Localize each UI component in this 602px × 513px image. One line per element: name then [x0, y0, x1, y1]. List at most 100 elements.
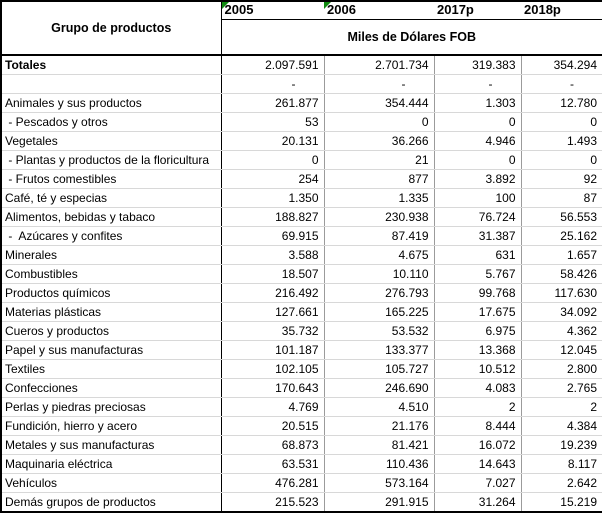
- value-cell[interactable]: 877: [323, 169, 434, 189]
- value-cell[interactable]: 56.553: [520, 207, 602, 227]
- row-label-cell[interactable]: Combustibles: [1, 264, 222, 284]
- value-cell[interactable]: 4.362: [520, 321, 602, 341]
- value-cell[interactable]: 230.938: [323, 207, 434, 227]
- value-cell[interactable]: 261.877: [220, 93, 324, 113]
- row-label-cell[interactable]: Textiles: [1, 359, 222, 379]
- value-cell[interactable]: 0: [520, 112, 602, 132]
- value-cell[interactable]: 246.690: [323, 378, 434, 398]
- row-label-cell[interactable]: - Pescados y otros: [1, 112, 222, 132]
- value-cell[interactable]: 68.873: [220, 435, 324, 455]
- value-cell[interactable]: 2.701.734: [323, 55, 434, 75]
- value-cell[interactable]: 2.097.591: [220, 55, 324, 75]
- value-cell[interactable]: 0: [433, 150, 521, 170]
- value-cell[interactable]: 12.780: [520, 93, 602, 113]
- value-cell[interactable]: 631: [433, 245, 521, 265]
- value-cell[interactable]: 1.657: [520, 245, 602, 265]
- value-cell[interactable]: 254: [220, 169, 324, 189]
- value-cell[interactable]: 76.724: [433, 207, 521, 227]
- row-label-cell[interactable]: Fundición, hierro y acero: [1, 416, 222, 436]
- row-label-cell[interactable]: Totales: [1, 55, 222, 75]
- row-label-cell[interactable]: [1, 74, 222, 94]
- value-cell[interactable]: 101.187: [220, 340, 324, 360]
- value-cell[interactable]: 8.117: [520, 454, 602, 474]
- value-cell[interactable]: 13.368: [433, 340, 521, 360]
- value-cell[interactable]: 16.072: [433, 435, 521, 455]
- value-cell[interactable]: 17.675: [433, 302, 521, 322]
- value-cell[interactable]: 4.675: [323, 245, 434, 265]
- value-cell[interactable]: 2: [433, 397, 521, 417]
- value-cell[interactable]: 100: [433, 188, 521, 208]
- value-cell[interactable]: 4.769: [220, 397, 324, 417]
- value-cell[interactable]: 21: [323, 150, 434, 170]
- value-cell[interactable]: 53: [220, 112, 324, 132]
- value-cell[interactable]: -: [220, 74, 324, 94]
- value-cell[interactable]: 20.515: [220, 416, 324, 436]
- value-cell[interactable]: 4.384: [520, 416, 602, 436]
- row-label-cell[interactable]: Café, té y especias: [1, 188, 222, 208]
- value-cell[interactable]: -: [323, 74, 434, 94]
- value-cell[interactable]: 117.630: [520, 283, 602, 303]
- value-cell[interactable]: 133.377: [323, 340, 434, 360]
- value-cell[interactable]: 2: [520, 397, 602, 417]
- value-cell[interactable]: 14.643: [433, 454, 521, 474]
- value-cell[interactable]: 63.531: [220, 454, 324, 474]
- value-cell[interactable]: 110.436: [323, 454, 434, 474]
- value-cell[interactable]: 0: [433, 112, 521, 132]
- year-header-2018p[interactable]: 2018p: [521, 1, 602, 20]
- row-label-cell[interactable]: - Frutos comestibles: [1, 169, 222, 189]
- value-cell[interactable]: 69.915: [220, 226, 324, 246]
- value-cell[interactable]: 354.444: [323, 93, 434, 113]
- value-cell[interactable]: 31.387: [433, 226, 521, 246]
- value-cell[interactable]: 3.892: [433, 169, 521, 189]
- row-label-cell[interactable]: Productos químicos: [1, 283, 222, 303]
- corner-header-cell[interactable]: Grupo de productos: [1, 1, 222, 56]
- value-cell[interactable]: 53.532: [323, 321, 434, 341]
- value-cell[interactable]: -: [433, 74, 521, 94]
- value-cell[interactable]: 12.045: [520, 340, 602, 360]
- value-cell[interactable]: 35.732: [220, 321, 324, 341]
- value-cell[interactable]: 20.131: [220, 131, 324, 151]
- row-label-cell[interactable]: Animales y sus productos: [1, 93, 222, 113]
- value-cell[interactable]: 215.523: [220, 492, 324, 513]
- value-cell[interactable]: 19.239: [520, 435, 602, 455]
- unit-header-cell[interactable]: Miles de Dólares FOB: [221, 19, 602, 56]
- value-cell[interactable]: 4.946: [433, 131, 521, 151]
- value-cell[interactable]: 87: [520, 188, 602, 208]
- value-cell[interactable]: 1.350: [220, 188, 324, 208]
- value-cell[interactable]: 7.027: [433, 473, 521, 493]
- value-cell[interactable]: -: [520, 74, 602, 94]
- value-cell[interactable]: 188.827: [220, 207, 324, 227]
- value-cell[interactable]: 102.105: [220, 359, 324, 379]
- value-cell[interactable]: 2.765: [520, 378, 602, 398]
- value-cell[interactable]: 4.083: [433, 378, 521, 398]
- value-cell[interactable]: 165.225: [323, 302, 434, 322]
- row-label-cell[interactable]: Perlas y piedras preciosas: [1, 397, 222, 417]
- row-label-cell[interactable]: Alimentos, bebidas y tabaco: [1, 207, 222, 227]
- value-cell[interactable]: 1.335: [323, 188, 434, 208]
- value-cell[interactable]: 0: [220, 150, 324, 170]
- value-cell[interactable]: 18.507: [220, 264, 324, 284]
- year-header-2017p[interactable]: 2017p: [434, 1, 521, 20]
- value-cell[interactable]: 0: [323, 112, 434, 132]
- value-cell[interactable]: 105.727: [323, 359, 434, 379]
- value-cell[interactable]: 10.110: [323, 264, 434, 284]
- value-cell[interactable]: 99.768: [433, 283, 521, 303]
- row-label-cell[interactable]: - Azúcares y confites: [1, 226, 222, 246]
- value-cell[interactable]: 81.421: [323, 435, 434, 455]
- value-cell[interactable]: 87.419: [323, 226, 434, 246]
- value-cell[interactable]: 31.264: [433, 492, 521, 513]
- value-cell[interactable]: 319.383: [433, 55, 521, 75]
- value-cell[interactable]: 0: [520, 150, 602, 170]
- row-label-cell[interactable]: Materias plásticas: [1, 302, 222, 322]
- value-cell[interactable]: 25.162: [520, 226, 602, 246]
- row-label-cell[interactable]: Vehículos: [1, 473, 222, 493]
- value-cell[interactable]: 573.164: [323, 473, 434, 493]
- row-label-cell[interactable]: Cueros y productos: [1, 321, 222, 341]
- row-label-cell[interactable]: Metales y sus manufacturas: [1, 435, 222, 455]
- value-cell[interactable]: 1.493: [520, 131, 602, 151]
- row-label-cell[interactable]: Maquinaria eléctrica: [1, 454, 222, 474]
- value-cell[interactable]: 476.281: [220, 473, 324, 493]
- row-label-cell[interactable]: Papel y sus manufacturas: [1, 340, 222, 360]
- value-cell[interactable]: 21.176: [323, 416, 434, 436]
- value-cell[interactable]: 4.510: [323, 397, 434, 417]
